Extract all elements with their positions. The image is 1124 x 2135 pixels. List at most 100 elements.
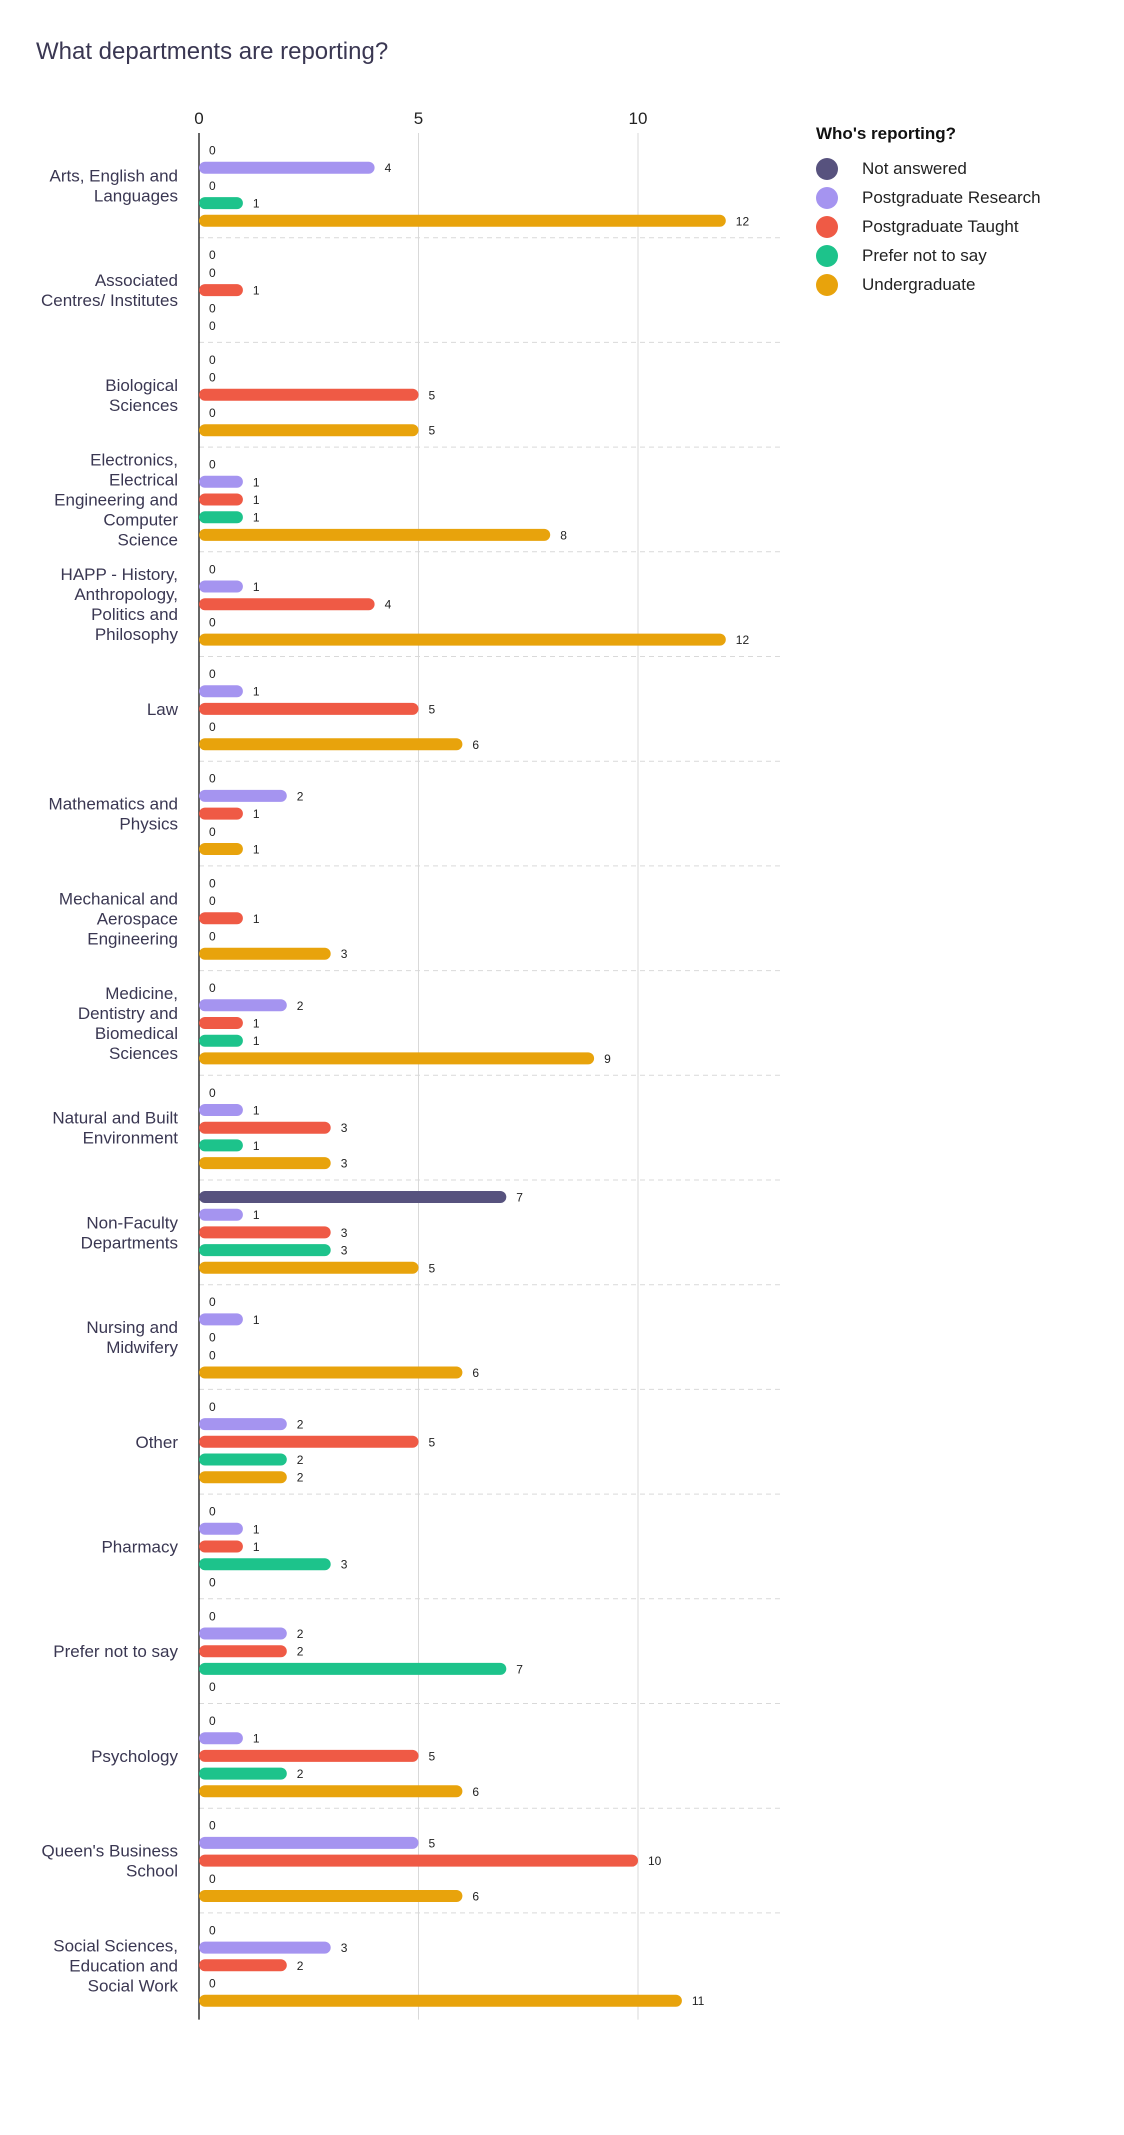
bar — [199, 1749, 419, 1762]
grid-layer — [198, 133, 780, 2020]
legend-swatch — [816, 244, 838, 267]
data-label: 1 — [253, 475, 260, 489]
bar — [199, 1139, 243, 1152]
category-label: Prefer not to say — [53, 1642, 178, 1661]
data-label: 0 — [209, 1819, 216, 1833]
data-label: 0 — [209, 1505, 216, 1519]
bar — [199, 1767, 287, 1780]
bar — [199, 1418, 287, 1431]
bar — [199, 1662, 507, 1675]
data-label: 10 — [648, 1854, 662, 1868]
data-label: 3 — [341, 1941, 348, 1955]
data-label: 1 — [253, 912, 260, 926]
data-label: 4 — [385, 161, 392, 175]
bar — [199, 528, 551, 541]
data-label: 0 — [209, 144, 216, 158]
data-label: 1 — [253, 197, 260, 211]
bar — [199, 1941, 331, 1954]
bar — [199, 598, 375, 611]
category-label: Arts, English and Languages — [49, 166, 178, 205]
bar — [199, 1104, 243, 1116]
data-label: 1 — [253, 1732, 260, 1746]
bar — [199, 1121, 331, 1134]
bar — [199, 580, 243, 593]
bar — [199, 1208, 243, 1221]
legend-swatch — [816, 186, 838, 209]
data-label: 0 — [209, 1295, 216, 1309]
bar — [199, 1890, 463, 1902]
data-label: 0 — [209, 1609, 216, 1623]
legend-item: Undergraduate — [816, 270, 1041, 299]
data-label: 1 — [253, 1208, 260, 1222]
category-label: Mechanical and Aerospace Engineering — [59, 889, 178, 948]
data-label: 1 — [253, 1104, 260, 1118]
legend-items: Not answered Postgraduate Research Postgra… — [816, 154, 1041, 299]
bar — [199, 493, 243, 506]
data-label: 1 — [253, 1313, 260, 1327]
bar — [199, 214, 726, 227]
category-label: Natural and Built Environment — [52, 1109, 178, 1148]
legend-label: Postgraduate Research — [862, 187, 1041, 207]
data-label: 1 — [253, 1034, 260, 1048]
legend-swatch — [816, 273, 838, 296]
bar — [199, 1034, 243, 1047]
bar — [199, 1244, 331, 1257]
data-label: 2 — [297, 1471, 304, 1485]
data-label: 4 — [385, 598, 392, 612]
bar — [199, 1994, 682, 2007]
data-label: 3 — [341, 1157, 348, 1171]
bar — [199, 197, 243, 210]
bar — [199, 843, 243, 855]
data-label: 0 — [209, 1714, 216, 1728]
data-label: 0 — [209, 930, 216, 944]
data-label: 1 — [253, 1139, 260, 1153]
legend-item: Not answered — [816, 154, 1041, 183]
data-label: 3 — [341, 1226, 348, 1240]
bar — [199, 511, 243, 524]
data-label: 1 — [253, 284, 260, 298]
data-label: 11 — [692, 1994, 705, 2008]
bar — [199, 1627, 287, 1640]
bar — [199, 685, 243, 698]
bar — [199, 1558, 331, 1571]
data-label: 0 — [209, 319, 216, 333]
category-label: Psychology — [91, 1747, 178, 1766]
bar — [199, 1017, 243, 1029]
data-label: 2 — [297, 1959, 304, 1973]
data-label: 6 — [472, 1366, 479, 1380]
data-label: 1 — [253, 807, 260, 821]
bar — [199, 1052, 595, 1065]
x-tick-label: 5 — [414, 109, 423, 128]
data-label: 0 — [209, 981, 216, 995]
bar — [199, 1836, 419, 1849]
data-label: 6 — [472, 1785, 479, 1799]
data-label: 1 — [253, 580, 260, 594]
data-label: 6 — [472, 1890, 479, 1904]
bar — [199, 1522, 243, 1535]
data-label: 2 — [297, 789, 304, 803]
data-label: 0 — [209, 371, 216, 385]
data-label: 0 — [209, 1400, 216, 1414]
category-label: Pharmacy — [101, 1537, 178, 1556]
data-label: 6 — [472, 738, 479, 752]
bar — [199, 1453, 287, 1466]
bar — [199, 633, 726, 646]
data-label: 0 — [209, 1575, 216, 1589]
bar — [199, 1226, 331, 1239]
category-label: Non-Faculty Departments — [81, 1213, 179, 1252]
bar — [199, 1261, 419, 1274]
data-label: 12 — [736, 633, 750, 647]
data-label: 9 — [604, 1052, 611, 1066]
data-label: 2 — [297, 1627, 304, 1641]
legend-label: Prefer not to say — [862, 245, 987, 265]
data-label: 5 — [429, 1261, 436, 1275]
category-label: Queen's Business School — [42, 1842, 179, 1881]
data-label: 3 — [341, 1244, 348, 1258]
data-label: 8 — [560, 528, 567, 542]
legend-item: Postgraduate Taught — [816, 212, 1041, 241]
data-label: 12 — [736, 214, 750, 228]
data-label: 0 — [209, 1872, 216, 1886]
data-label: 1 — [253, 1017, 260, 1031]
